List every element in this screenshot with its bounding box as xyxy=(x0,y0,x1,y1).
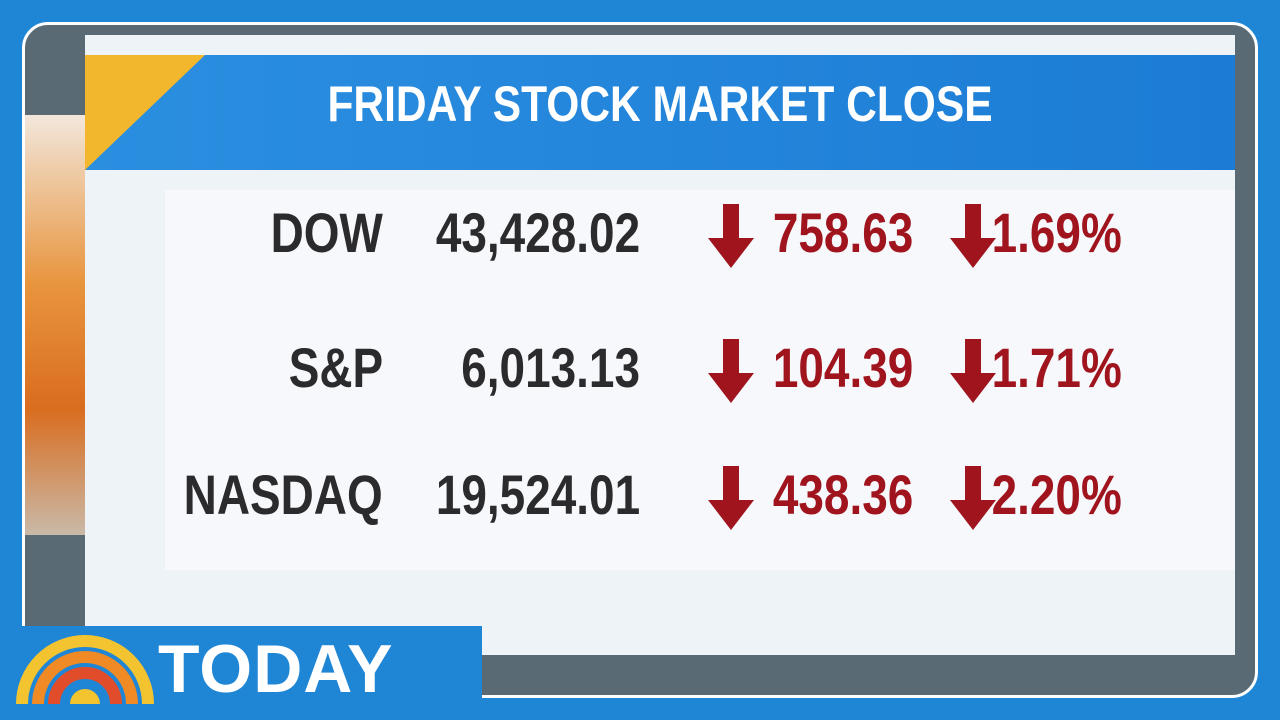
arrow-shape xyxy=(708,204,754,268)
arc xyxy=(32,651,138,705)
down-arrow xyxy=(708,466,754,530)
logo-text: TODAY xyxy=(158,631,394,707)
screen: FRIDAY STOCK MARKET CLOSE xyxy=(85,35,1235,655)
panel xyxy=(165,190,1235,570)
arc xyxy=(16,635,154,705)
logo: TODAY xyxy=(0,626,482,707)
percent-change: 2.20% xyxy=(991,463,1122,526)
down-arrow xyxy=(708,204,754,268)
arc xyxy=(48,667,122,705)
index-name: DOW xyxy=(270,201,383,264)
arrow-shape xyxy=(950,204,996,268)
close-value: 19,524.01 xyxy=(435,463,640,526)
title: FRIDAY STOCK MARKET CLOSE xyxy=(327,76,993,132)
arrow-shape xyxy=(950,339,996,403)
percent-change: 1.71% xyxy=(991,336,1122,399)
point-change: 438.36 xyxy=(772,463,913,526)
point-change: 758.63 xyxy=(772,201,913,264)
header-band xyxy=(85,55,1235,170)
arrow-shape xyxy=(708,466,754,530)
accent-triangle xyxy=(85,55,205,170)
point-change: 104.39 xyxy=(772,336,913,399)
arrow-shape xyxy=(708,339,754,403)
down-arrow xyxy=(708,339,754,403)
close-value: 6,013.13 xyxy=(461,336,640,399)
index-name: S&P xyxy=(288,336,383,399)
sun xyxy=(70,689,100,704)
studio-background xyxy=(25,115,85,535)
index-name: NASDAQ xyxy=(183,463,383,526)
close-value: 43,428.02 xyxy=(435,201,640,264)
down-arrow xyxy=(950,466,996,530)
logo-icon xyxy=(16,635,154,705)
arrow-shape xyxy=(950,466,996,530)
down-arrow xyxy=(950,339,996,403)
frame: FRIDAY STOCK MARKET CLOSE xyxy=(22,22,1258,698)
down-arrow xyxy=(950,204,996,268)
percent-change: 1.69% xyxy=(991,201,1122,264)
